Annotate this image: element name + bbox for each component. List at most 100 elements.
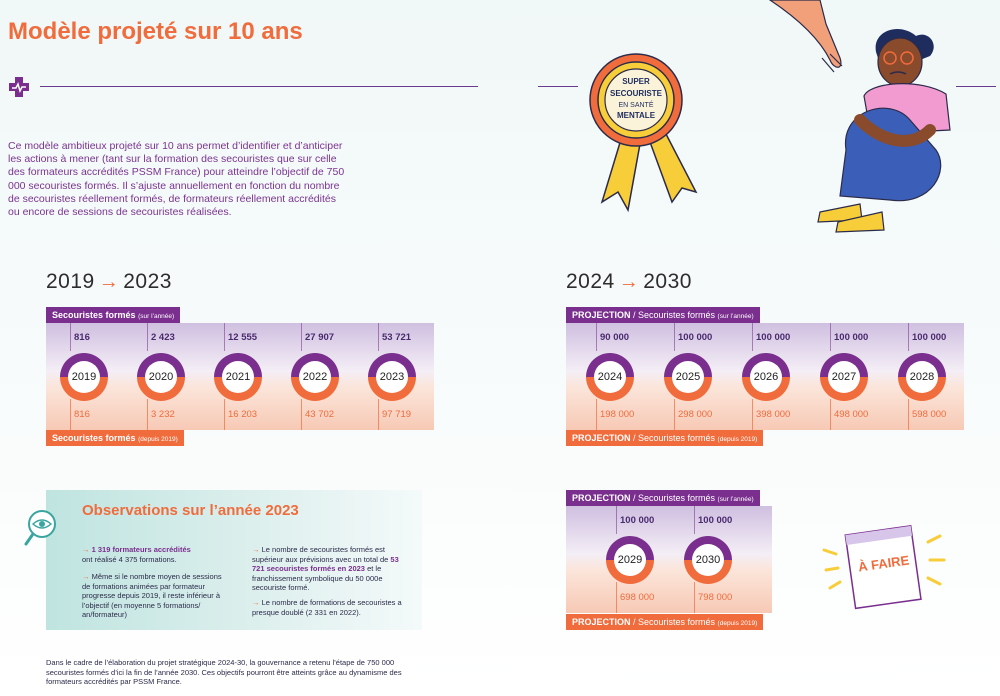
- tab-annual-right2: PROJECTION / Secouristes formés (sur l’a…: [566, 490, 760, 506]
- timeline-tick: [908, 399, 909, 430]
- cumulative-value: 798 000: [698, 592, 733, 603]
- timeline-tick: [674, 323, 675, 351]
- tab-annual-left-label: Secouristes formés: [52, 310, 136, 320]
- timeline-tick: [224, 399, 225, 430]
- tab-annual-left: Secouristes formés (sur l’année): [46, 307, 181, 323]
- arrow-right-icon: →: [252, 545, 260, 554]
- timeline-tick: [70, 399, 71, 430]
- period-2024-2030: 2024 → 2030: [566, 270, 692, 294]
- tab-cumulative-left-note: (depuis 2019): [138, 436, 178, 443]
- timeline-tick: [301, 323, 302, 351]
- timeline-tick: [224, 323, 225, 351]
- observation-1: → 1 319 formateurs accrédités ont réalis…: [82, 545, 232, 564]
- year-label: 2021: [225, 371, 251, 383]
- tab-cumulative-right-label: PROJECTION: [572, 433, 631, 443]
- annual-value: 100 000: [678, 332, 713, 343]
- tab-cumulative-right-note: (depuis 2019): [717, 436, 758, 443]
- intro-paragraph: Ce modèle ambitieux projeté sur 10 ans p…: [8, 140, 345, 219]
- tab-annual-left-note: (sur l’année): [138, 313, 175, 320]
- timeline-tick: [908, 323, 909, 351]
- badge-line3: EN SANTÉ: [618, 100, 653, 109]
- annual-value: 100 000: [834, 332, 869, 343]
- tab-annual-right-rest: / Secouristes formés: [630, 310, 718, 320]
- tab-annual-right2-label: PROJECTION: [572, 493, 631, 503]
- period-from: 2019: [46, 270, 95, 293]
- annual-value: 816: [74, 332, 90, 343]
- observation-2: → Même si le nombre moyen de sessions de…: [82, 572, 232, 620]
- period-to: 2023: [123, 270, 172, 293]
- observation-3: → Le nombre de secouristes formés est su…: [252, 545, 412, 593]
- tab-cumulative-right2-note: (depuis 2019): [717, 620, 758, 627]
- period-2019-2023: 2019 → 2023: [46, 270, 172, 294]
- year-label: 2023: [379, 371, 405, 383]
- tab-annual-right-label: PROJECTION: [572, 310, 631, 320]
- arrow-right-icon: →: [98, 271, 120, 293]
- cumulative-value: 816: [74, 409, 90, 420]
- timeline-tick: [596, 323, 597, 351]
- timeline-tick: [694, 582, 695, 613]
- year-label: 2020: [148, 371, 174, 383]
- divider-left: [40, 86, 478, 87]
- super-secouriste-badge-icon: SUPER SECOURISTE EN SANTÉ MENTALE: [589, 53, 698, 213]
- timeline-tick: [752, 323, 753, 351]
- person-illustration-icon: [768, 0, 951, 233]
- tab-cumulative-right-rest: / Secouristes formés: [630, 433, 718, 443]
- observation-2-text: Même si le nombre moyen de sessions de f…: [82, 572, 222, 619]
- timeline-tick: [674, 399, 675, 430]
- timeline-tick: [830, 323, 831, 351]
- timeline-tick: [616, 506, 617, 534]
- timeline-tick: [301, 399, 302, 430]
- timeline-tick: [70, 323, 71, 351]
- magnifier-eye-icon: [24, 510, 56, 546]
- observation-3-text-c: et le franchissement symbolique du 50 00…: [252, 564, 383, 592]
- period-to-right: 2030: [643, 270, 692, 293]
- timeline-tick: [830, 399, 831, 430]
- timeline-tick: [616, 582, 617, 613]
- cumulative-value: 498 000: [834, 409, 869, 420]
- timeline-tick: [596, 399, 597, 430]
- annual-value: 100 000: [756, 332, 791, 343]
- tab-annual-right: PROJECTION / Secouristes formés (sur l’a…: [566, 307, 760, 323]
- year-label: 2030: [695, 554, 721, 566]
- arrow-right-icon: →: [82, 572, 90, 581]
- cumulative-value: 198 000: [600, 409, 635, 420]
- badge-line2: SECOURISTE: [610, 89, 663, 98]
- tab-annual-right2-note: (sur l’année): [717, 496, 754, 503]
- cumulative-value: 598 000: [912, 409, 947, 420]
- annual-value: 100 000: [698, 515, 733, 526]
- todo-calendar-icon: À FAIRE: [822, 525, 946, 610]
- annual-value: 100 000: [912, 332, 947, 343]
- arrow-right-icon: →: [252, 598, 260, 607]
- timeline-tick: [378, 399, 379, 430]
- timeline-tick: [147, 323, 148, 351]
- timeline-tick: [147, 399, 148, 430]
- observations-panel: [46, 490, 422, 630]
- year-label: 2019: [71, 371, 97, 383]
- tab-cumulative-left: Secouristes formés (depuis 2019): [46, 430, 184, 446]
- cumulative-value: 298 000: [678, 409, 713, 420]
- tab-cumulative-right2-label: PROJECTION: [572, 617, 631, 627]
- period-from-right: 2024: [566, 270, 615, 293]
- observation-1-bold: 1 319 formateurs accrédités: [91, 545, 191, 554]
- observation-4-text: Le nombre de formations de secouristes a…: [252, 598, 402, 617]
- year-label: 2026: [753, 371, 779, 383]
- observations-title: Observations sur l’année 2023: [82, 502, 299, 519]
- cumulative-value: 43 702: [305, 409, 335, 420]
- badge-line4: MENTALE: [617, 111, 656, 120]
- year-label: 2025: [675, 371, 701, 383]
- annual-value: 2 423: [151, 332, 175, 343]
- annual-value: 90 000: [600, 332, 630, 343]
- tab-cumulative-right2-rest: / Secouristes formés: [630, 617, 718, 627]
- cumulative-value: 398 000: [756, 409, 791, 420]
- divider-right: [956, 86, 996, 87]
- cumulative-value: 698 000: [620, 592, 655, 603]
- timeline-tick: [752, 399, 753, 430]
- divider-mid: [538, 86, 578, 87]
- timeline-band-right2: [566, 506, 772, 613]
- tab-annual-right2-rest: / Secouristes formés: [630, 493, 718, 503]
- timeline-tick: [378, 323, 379, 351]
- cumulative-value: 16 203: [228, 409, 258, 420]
- observation-3-bold: 53 721 secouristes formés en 2023: [252, 554, 399, 574]
- annual-value: 12 555: [228, 332, 258, 343]
- medical-cross-icon: [9, 77, 29, 97]
